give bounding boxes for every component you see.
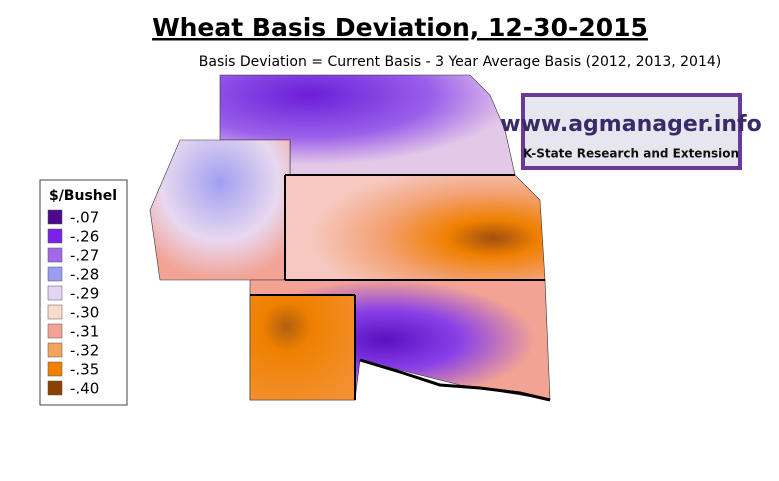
legend-swatch <box>47 380 63 396</box>
legend-swatch <box>47 209 63 225</box>
legend-swatch <box>47 228 63 244</box>
logo-org: K-State Research and Extension <box>523 147 739 161</box>
legend-swatch <box>47 323 63 339</box>
map <box>149 74 551 402</box>
legend-swatch <box>47 247 63 263</box>
map-subtitle: Basis Deviation = Current Basis - 3 Year… <box>199 54 721 70</box>
legend: $/Bushel -.07-.26-.27-.28-.29-.30-.31-.3… <box>39 179 128 406</box>
texas-panhandle <box>249 294 356 401</box>
legend-label: -.32 <box>70 342 99 360</box>
logo-url: www.agmanager.info <box>500 112 761 137</box>
red-river <box>359 358 551 402</box>
colorado <box>149 139 291 281</box>
legend-swatch <box>47 285 63 301</box>
legend-label: -.28 <box>70 266 99 284</box>
legend-label: -.29 <box>70 285 99 303</box>
legend-swatch <box>47 342 63 358</box>
map-title: Wheat Basis Deviation, 12-30-2015 <box>152 13 648 42</box>
legend-label: -.27 <box>70 247 99 265</box>
legend-title: $/Bushel <box>49 188 117 204</box>
logo-box <box>521 93 742 170</box>
logo: www.agmanager.info K-State Research and … <box>500 93 762 170</box>
legend-swatch <box>47 266 63 282</box>
kansas <box>284 174 546 281</box>
legend-label: -.07 <box>70 209 99 227</box>
legend-label: -.30 <box>70 304 99 322</box>
legend-swatch <box>47 304 63 320</box>
legend-label: -.31 <box>70 323 99 341</box>
legend-label: -.35 <box>70 361 99 379</box>
legend-label: -.26 <box>70 228 99 246</box>
legend-swatch <box>47 361 63 377</box>
legend-label: -.40 <box>70 380 99 398</box>
